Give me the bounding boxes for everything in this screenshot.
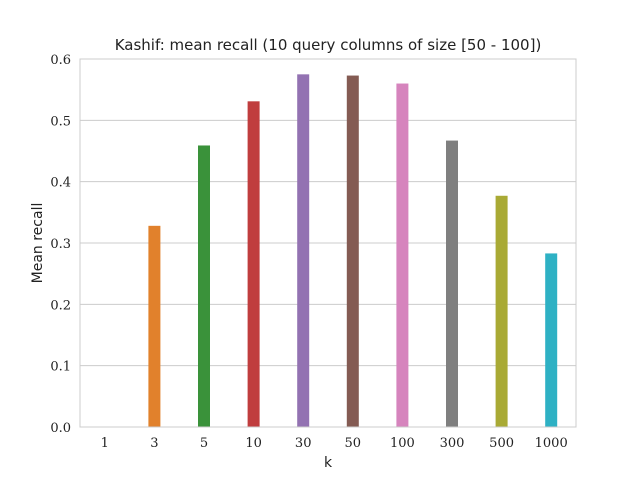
x-tick-label: 1000 bbox=[535, 436, 568, 451]
bar-k-50 bbox=[346, 75, 359, 427]
x-axis-label: k bbox=[324, 455, 333, 471]
x-tick-label: 300 bbox=[440, 436, 465, 451]
chart-title: Kashif: mean recall (10 query columns of… bbox=[115, 36, 542, 54]
y-tick-label: 0.6 bbox=[50, 53, 71, 68]
x-tick-labels: 1 3 5 10 30 50 100 300 500 1000 bbox=[101, 436, 568, 451]
bars bbox=[148, 74, 558, 428]
y-tick-label: 0.4 bbox=[50, 176, 71, 191]
y-tick-label: 0.2 bbox=[50, 298, 71, 313]
bar-k-100 bbox=[396, 83, 409, 428]
x-tick-label: 500 bbox=[489, 436, 514, 451]
y-tick-label: 0.0 bbox=[50, 421, 71, 436]
plot-frame bbox=[79, 58, 577, 428]
bar-k-1000 bbox=[545, 253, 558, 427]
bar-k-5 bbox=[198, 145, 210, 428]
bar-k-3 bbox=[148, 225, 161, 427]
y-axis-label: Mean recall bbox=[30, 203, 46, 284]
bar-k-500 bbox=[495, 195, 508, 427]
bar-k-300 bbox=[446, 140, 458, 427]
x-tick-label: 10 bbox=[245, 436, 262, 451]
y-tick-label: 0.5 bbox=[50, 114, 71, 129]
y-tick-label: 0.3 bbox=[50, 237, 71, 252]
x-tick-label: 1 bbox=[101, 436, 109, 451]
x-tick-label: 100 bbox=[390, 436, 415, 451]
bar-k-30 bbox=[297, 74, 310, 427]
x-tick-label: 50 bbox=[345, 436, 362, 451]
y-tick-labels: 0.0 0.1 0.2 0.3 0.4 0.5 0.6 bbox=[50, 53, 71, 436]
x-tick-label: 30 bbox=[295, 436, 312, 451]
x-tick-label: 3 bbox=[150, 436, 158, 451]
x-tick-label: 5 bbox=[200, 436, 208, 451]
bar-k-10 bbox=[247, 101, 260, 427]
y-tick-label: 0.1 bbox=[50, 360, 71, 375]
